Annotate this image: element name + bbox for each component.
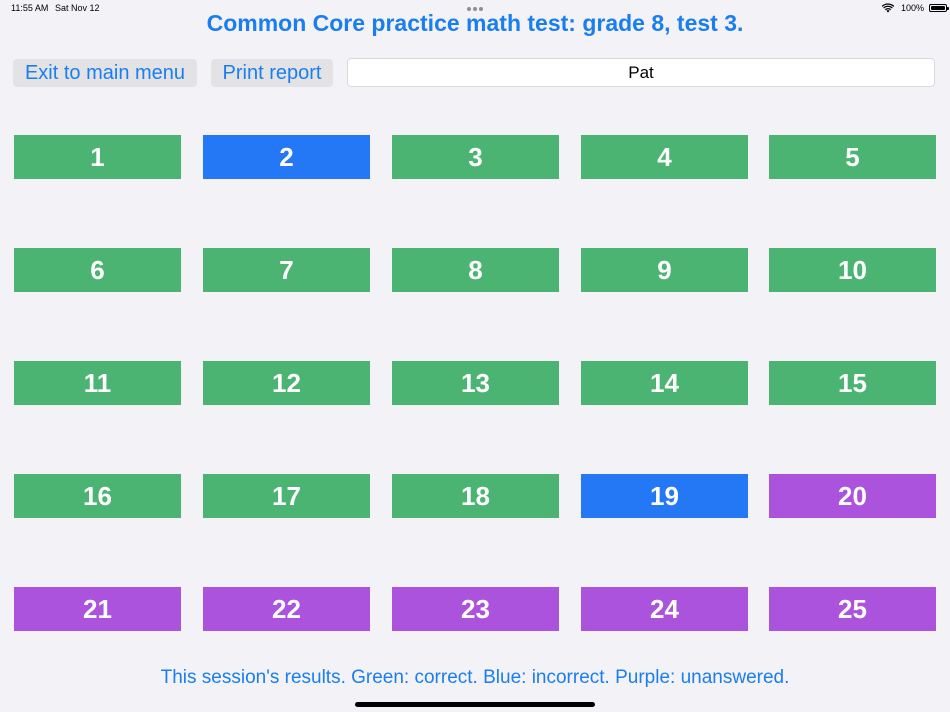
print-report-button[interactable]: Print report xyxy=(211,59,333,87)
question-tile-11[interactable]: 11 xyxy=(14,361,181,405)
home-indicator[interactable] xyxy=(355,702,595,707)
question-tile-2[interactable]: 2 xyxy=(203,135,370,179)
question-tile-1[interactable]: 1 xyxy=(14,135,181,179)
question-tile-22[interactable]: 22 xyxy=(203,587,370,631)
battery-percentage: 100% xyxy=(900,3,924,13)
wifi-icon xyxy=(882,3,894,13)
student-name-field[interactable] xyxy=(347,58,935,87)
question-tile-13[interactable]: 13 xyxy=(392,361,559,405)
battery-icon xyxy=(929,4,949,12)
page-title: Common Core practice math test: grade 8,… xyxy=(206,10,744,36)
question-tile-20[interactable]: 20 xyxy=(769,474,936,518)
question-tile-16[interactable]: 16 xyxy=(14,474,181,518)
question-tile-14[interactable]: 14 xyxy=(581,361,748,405)
question-tile-24[interactable]: 24 xyxy=(581,587,748,631)
question-tile-12[interactable]: 12 xyxy=(203,361,370,405)
question-tile-4[interactable]: 4 xyxy=(581,135,748,179)
question-tile-8[interactable]: 8 xyxy=(392,248,559,292)
question-tile-15[interactable]: 15 xyxy=(769,361,936,405)
question-tile-10[interactable]: 10 xyxy=(769,248,936,292)
status-date: Sat Nov 12 xyxy=(55,3,100,13)
question-tile-6[interactable]: 6 xyxy=(14,248,181,292)
question-tile-7[interactable]: 7 xyxy=(203,248,370,292)
exit-to-main-menu-button[interactable]: Exit to main menu xyxy=(13,59,197,87)
question-tile-5[interactable]: 5 xyxy=(769,135,936,179)
status-time: 11:55 AM xyxy=(11,3,49,13)
results-legend: This session's results. Green: correct. … xyxy=(160,667,790,688)
question-tile-25[interactable]: 25 xyxy=(769,587,936,631)
question-tile-18[interactable]: 18 xyxy=(392,474,559,518)
question-tile-3[interactable]: 3 xyxy=(392,135,559,179)
question-tile-21[interactable]: 21 xyxy=(14,587,181,631)
question-tile-17[interactable]: 17 xyxy=(203,474,370,518)
question-tile-23[interactable]: 23 xyxy=(392,587,559,631)
question-tile-9[interactable]: 9 xyxy=(581,248,748,292)
multitask-dots-icon[interactable] xyxy=(467,7,483,11)
question-tile-19[interactable]: 19 xyxy=(581,474,748,518)
